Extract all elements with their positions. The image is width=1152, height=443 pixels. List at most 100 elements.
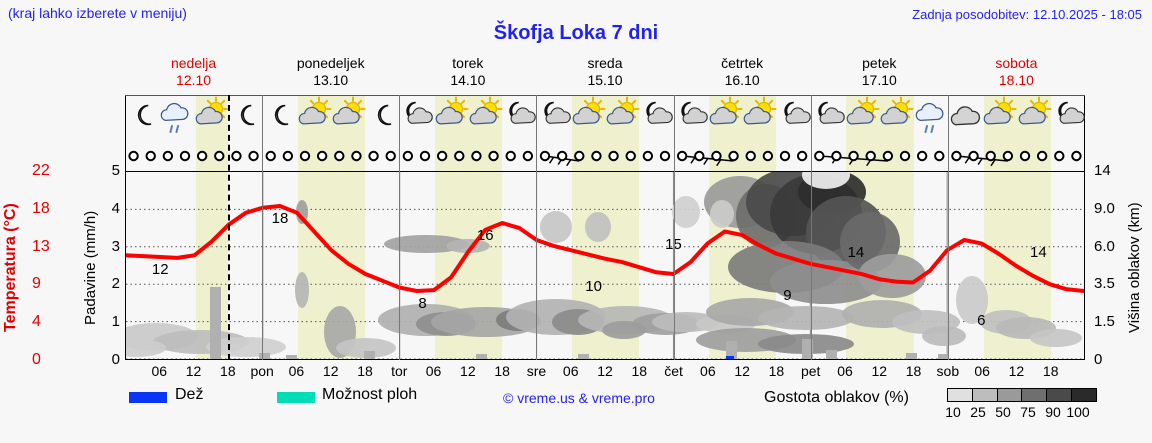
tick-cloud-5: 0 [1094,351,1103,368]
chart-grid-area: 12188161015914614414514 [125,171,1085,360]
cloud-density-scale [947,388,1097,402]
cloud-density-swatch-90 [1046,388,1072,402]
day-date: 13.10 [313,72,349,88]
x-tick-18: 18 [768,363,785,379]
x-tick-1: 12 [185,363,202,379]
tick-temp-4: 4 [32,313,41,331]
day-name: torek [452,55,484,71]
tick-prec-1: 4 [111,199,120,217]
sun-cloud-icon [195,96,229,142]
day-header-1: ponedeljek 13.10 [262,55,399,89]
sun-cloud-icon [846,96,880,142]
tick-temp-3: 9 [32,275,41,293]
x-tick-11: sre [526,363,547,379]
sun-cloud-icon [880,96,914,142]
moon-icon [263,96,293,142]
tick-temp-1: 18 [32,199,50,217]
x-tick-4: 06 [288,363,305,379]
day-date: 18.10 [998,72,1034,88]
cloud-density-swatch-100 [1071,388,1097,402]
sun-cloud-icon [606,96,640,142]
sun-cloud-icon [298,96,332,142]
moon-cloud-icon [538,96,571,142]
x-tick-12: 06 [562,363,579,379]
day-header-2: torek 14.10 [399,55,536,89]
tick-prec-4: 1 [111,313,120,331]
weather-icon-strip [125,95,1085,143]
cloud-icon [949,96,981,142]
tick-prec-2: 3 [111,237,120,255]
precipitation-axis-title: Padavine (mm/h) [82,210,99,326]
moon-cloud-icon [640,96,674,142]
cloud-density-tick-10: 10 [945,404,961,420]
tick-temp-0: 22 [32,162,50,179]
day-date: 12.10 [176,72,212,88]
location-menu-note[interactable]: (kraj lahko izberete v meniju) [8,5,187,21]
tick-cloud-0: 14 [1094,162,1111,179]
forecast-plot[interactable]: 12188161015914614414514 [125,95,1085,360]
sun-cloud-icon [743,96,777,142]
tick-prec-3: 2 [111,275,120,293]
x-tick-8: 06 [425,363,442,379]
cloud-density-swatch-50 [996,388,1022,402]
x-tick-16: 06 [700,363,716,379]
day-separator-6 [947,95,949,360]
sun-cloud-icon [435,96,469,142]
x-tick-21: 12 [871,363,888,379]
copyright-link[interactable]: © vreme.us & vreme.pro [503,390,655,406]
x-tick-0: 06 [151,363,168,379]
temperature-cloud-chart [126,172,1084,359]
moon-icon [126,96,156,142]
temp-point-label-2: 8 [418,295,427,312]
sun-cloud-icon [572,96,606,142]
showers-legend-label: Možnost ploh [322,386,418,403]
cloud-rain-icon [915,96,945,142]
day-name: petek [862,55,897,71]
sun-cloud-icon [983,96,1017,142]
temp-point-label-5: 15 [659,236,687,253]
day-separator-2 [399,95,401,360]
cloud-density-tick-50: 50 [995,404,1011,420]
x-tick-14: 18 [631,363,648,379]
day-separator-3 [536,95,538,360]
moon-cloud-icon [812,96,845,142]
tick-cloud-4: 1.5 [1094,313,1115,331]
tick-cloud-3: 3.5 [1094,275,1115,293]
x-tick-20: 06 [837,363,853,379]
moon-icon [229,96,259,142]
page-title: Škofja Loka 7 dni [493,22,659,44]
x-tick-13: 12 [597,363,613,379]
day-separator-4 [673,95,675,360]
temp-point-label-8: 6 [977,312,986,329]
tick-temp-5: 0 [32,351,41,368]
day-name: sreda [587,55,623,71]
temp-point-label-3: 16 [476,227,494,244]
tick-cloud-2: 6.0 [1094,237,1115,255]
tick-temp-2: 13 [32,237,50,255]
x-tick-15: čet [664,363,683,379]
day-name: nedelja [170,55,217,71]
temp-point-label-6: 9 [783,286,792,304]
moon-cloud-icon [503,96,537,142]
temperature-axis-title: Temperatura (°C) [2,203,19,333]
day-name: četrtek [721,55,764,71]
x-tick-26: 18 [1042,363,1059,379]
cloud-density-swatch-10 [947,388,972,402]
x-tick-6: 18 [357,363,373,379]
day-name: ponedeljek [296,55,365,71]
tick-prec-0: 5 [111,162,120,179]
x-tick-7: tor [391,363,408,379]
moon-cloud-icon [778,96,811,142]
day-date: 14.10 [450,72,486,88]
sun-cloud-icon [1018,96,1052,142]
sun-cloud-icon [709,96,743,142]
x-tick-19: pet [800,363,821,379]
x-tick-5: 12 [322,363,339,379]
cloud-density-swatch-75 [1021,388,1047,402]
sun-cloud-icon [469,96,503,142]
temp-point-label-4: 10 [585,278,602,295]
x-tick-24: 06 [974,363,990,379]
day-header-6: sobota 18.10 [948,55,1085,89]
day-date: 15.10 [587,72,623,88]
